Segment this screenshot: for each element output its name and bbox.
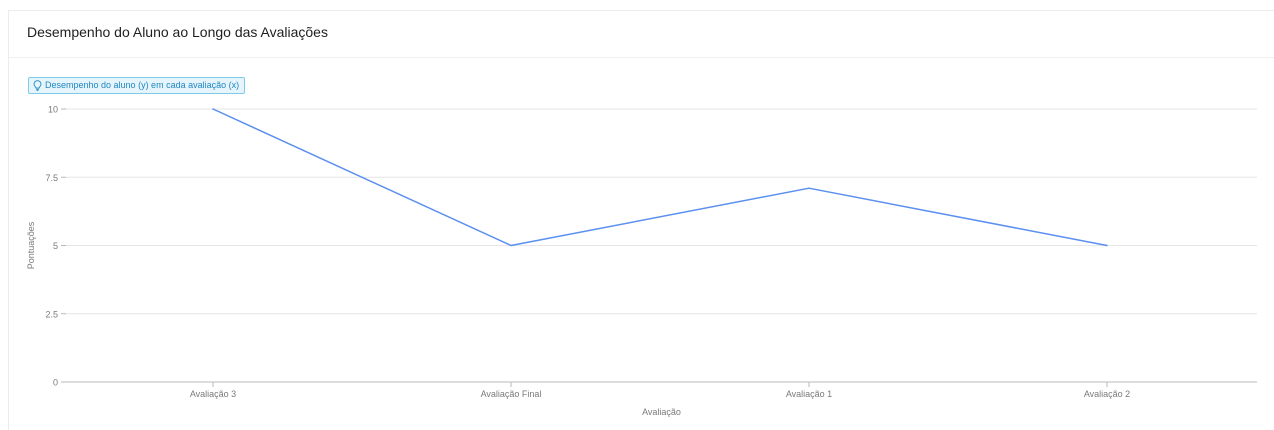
x-tick-label: Avaliação 2 (1084, 389, 1130, 399)
y-tick-label: 7.5 (45, 173, 58, 183)
card-header: Desempenho do Aluno ao Longo das Avaliaç… (9, 11, 1274, 58)
x-tick-label: Avaliação 1 (786, 389, 832, 399)
x-tick-labels: Avaliação 3 Avaliação Final Avaliação 1 Ava… (190, 382, 1130, 399)
series-layer (212, 108, 1108, 247)
y-tick-labels: 0 2.5 5 7.5 10 (45, 105, 58, 388)
y-tick-label: 5 (53, 241, 58, 251)
hint-text: Desempenho do aluno (y) em cada avaliaçã… (45, 80, 240, 90)
data-point (510, 244, 512, 247)
x-axis-title: Avaliação (642, 407, 681, 417)
card-title: Desempenho do Aluno ao Longo das Avaliaç… (27, 24, 328, 40)
hint-badge: Desempenho do aluno (y) em cada avaliaçã… (28, 77, 246, 94)
series-line (212, 108, 1108, 247)
x-tick-label: Avaliação Final (481, 389, 542, 399)
data-point (1106, 244, 1108, 247)
y-tick-label: 2.5 (45, 309, 58, 319)
data-point (212, 108, 214, 110)
lightbulb-icon (33, 80, 42, 91)
y-tick-label: 10 (48, 105, 58, 115)
y-tick-label: 0 (53, 378, 58, 388)
data-point (808, 187, 810, 189)
grid-lines (61, 108, 1257, 383)
x-tick-label: Avaliação 3 (190, 389, 236, 399)
y-axis-title: Pontuações (26, 221, 36, 269)
